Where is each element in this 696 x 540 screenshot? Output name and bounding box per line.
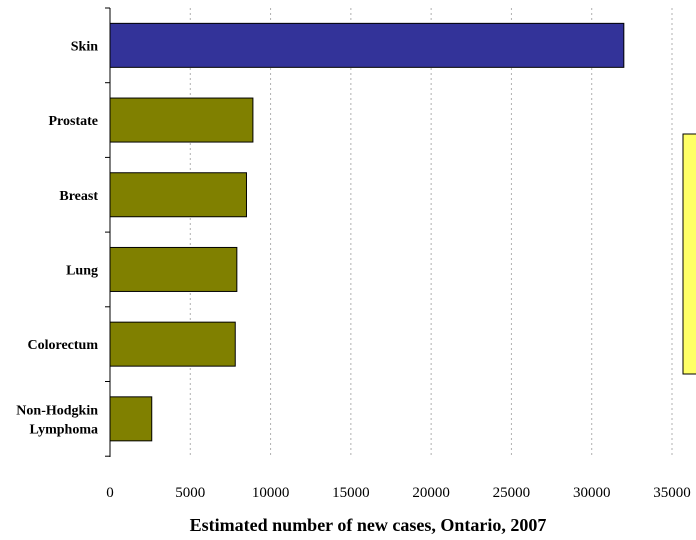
x-tick-label: 15000 bbox=[332, 485, 370, 501]
gridlines bbox=[189, 8, 673, 457]
x-tick-label: 10000 bbox=[252, 485, 290, 501]
category-label: Lymphoma bbox=[30, 422, 98, 437]
bar bbox=[109, 22, 625, 68]
bars bbox=[109, 22, 625, 442]
category-label: Breast bbox=[59, 189, 98, 204]
category-label: Lung bbox=[66, 263, 98, 278]
x-tick-labels: 0 5000 10000 15000 20000 25000 30000 35000 bbox=[106, 485, 691, 501]
bar bbox=[109, 97, 254, 143]
category-label: Colorectum bbox=[28, 338, 99, 353]
category-label: Non-Hodgkin bbox=[16, 403, 98, 418]
x-tick-label: 25000 bbox=[493, 485, 531, 501]
category-labels: Skin Prostate Breast Lung Colorectum Non-Hodg… bbox=[16, 39, 98, 437]
axes bbox=[105, 7, 111, 457]
bar bbox=[109, 396, 153, 442]
category-label: Prostate bbox=[49, 114, 99, 129]
x-tick-label: 20000 bbox=[412, 485, 450, 501]
bar bbox=[109, 321, 236, 367]
x-tick-label: 0 bbox=[106, 485, 114, 501]
category-label: Skin bbox=[71, 39, 98, 54]
bar bbox=[109, 172, 247, 218]
x-tick-label: 35000 bbox=[653, 485, 691, 501]
x-axis-title: Estimated number of new cases, Ontario, … bbox=[190, 515, 547, 535]
bar bbox=[109, 246, 238, 292]
side-note-box bbox=[682, 133, 696, 375]
x-tick-label: 5000 bbox=[175, 485, 205, 501]
x-tick-label: 30000 bbox=[573, 485, 611, 501]
